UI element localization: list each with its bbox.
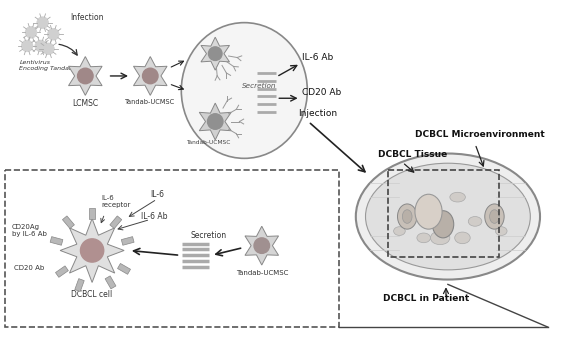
Bar — [117, 264, 130, 274]
Bar — [105, 276, 116, 289]
Text: Tandab-UCMSC: Tandab-UCMSC — [186, 140, 231, 145]
Text: Tandab-UCMSC: Tandab-UCMSC — [125, 99, 176, 105]
Polygon shape — [133, 56, 167, 95]
Polygon shape — [60, 219, 124, 283]
Circle shape — [254, 238, 269, 253]
Text: CD20Ag
by IL-6 Ab: CD20Ag by IL-6 Ab — [11, 224, 46, 237]
Circle shape — [43, 43, 54, 55]
Circle shape — [47, 29, 59, 40]
Circle shape — [81, 239, 104, 262]
Ellipse shape — [455, 232, 470, 244]
Bar — [50, 237, 63, 245]
Ellipse shape — [484, 204, 504, 229]
Ellipse shape — [356, 154, 540, 279]
Text: Injection: Injection — [299, 109, 337, 118]
Circle shape — [35, 40, 46, 52]
Text: Lentivirus
Encoding Tandab: Lentivirus Encoding Tandab — [19, 61, 73, 71]
Text: Tandab-UCMSC: Tandab-UCMSC — [236, 270, 288, 276]
Text: LCMSC: LCMSC — [72, 99, 98, 108]
Ellipse shape — [431, 231, 450, 245]
Bar — [388, 170, 499, 257]
Text: CD20 Ab: CD20 Ab — [14, 265, 44, 271]
Text: DCBCL Microenvironment: DCBCL Microenvironment — [415, 130, 545, 139]
Text: DCBCL in Patient: DCBCL in Patient — [383, 294, 469, 303]
Circle shape — [21, 40, 33, 52]
Polygon shape — [245, 226, 279, 265]
Bar — [89, 208, 95, 219]
Ellipse shape — [432, 211, 454, 238]
Ellipse shape — [181, 23, 307, 158]
Polygon shape — [199, 103, 231, 140]
Text: Secretion: Secretion — [190, 231, 226, 240]
Text: DCBCL Tissue: DCBCL Tissue — [378, 150, 447, 159]
Circle shape — [25, 27, 37, 38]
Ellipse shape — [417, 233, 431, 243]
Text: IL-6
receptor: IL-6 receptor — [102, 195, 131, 208]
Bar — [121, 237, 134, 245]
Polygon shape — [69, 56, 102, 95]
Text: Secretion: Secretion — [243, 83, 277, 89]
Text: DCBCL cell: DCBCL cell — [72, 290, 113, 299]
Ellipse shape — [402, 210, 412, 223]
Ellipse shape — [490, 210, 499, 223]
Text: IL-6: IL-6 — [150, 190, 164, 199]
Bar — [110, 216, 122, 228]
Bar — [55, 266, 69, 277]
Circle shape — [37, 17, 49, 29]
Text: IL-6 Ab: IL-6 Ab — [141, 212, 167, 221]
Circle shape — [208, 47, 222, 61]
Polygon shape — [201, 37, 229, 70]
Bar — [5, 170, 339, 327]
Circle shape — [78, 68, 93, 84]
Text: CD20 Ab: CD20 Ab — [303, 88, 341, 97]
Ellipse shape — [450, 192, 466, 202]
Ellipse shape — [495, 227, 507, 235]
Text: Infection: Infection — [70, 13, 104, 22]
Ellipse shape — [398, 204, 417, 229]
Bar — [75, 278, 84, 291]
Ellipse shape — [468, 217, 482, 226]
Text: IL-6 Ab: IL-6 Ab — [303, 53, 333, 63]
Ellipse shape — [394, 227, 405, 235]
Circle shape — [142, 68, 158, 84]
Circle shape — [208, 114, 223, 129]
Bar — [62, 216, 74, 228]
Ellipse shape — [366, 163, 530, 270]
Ellipse shape — [415, 194, 442, 229]
